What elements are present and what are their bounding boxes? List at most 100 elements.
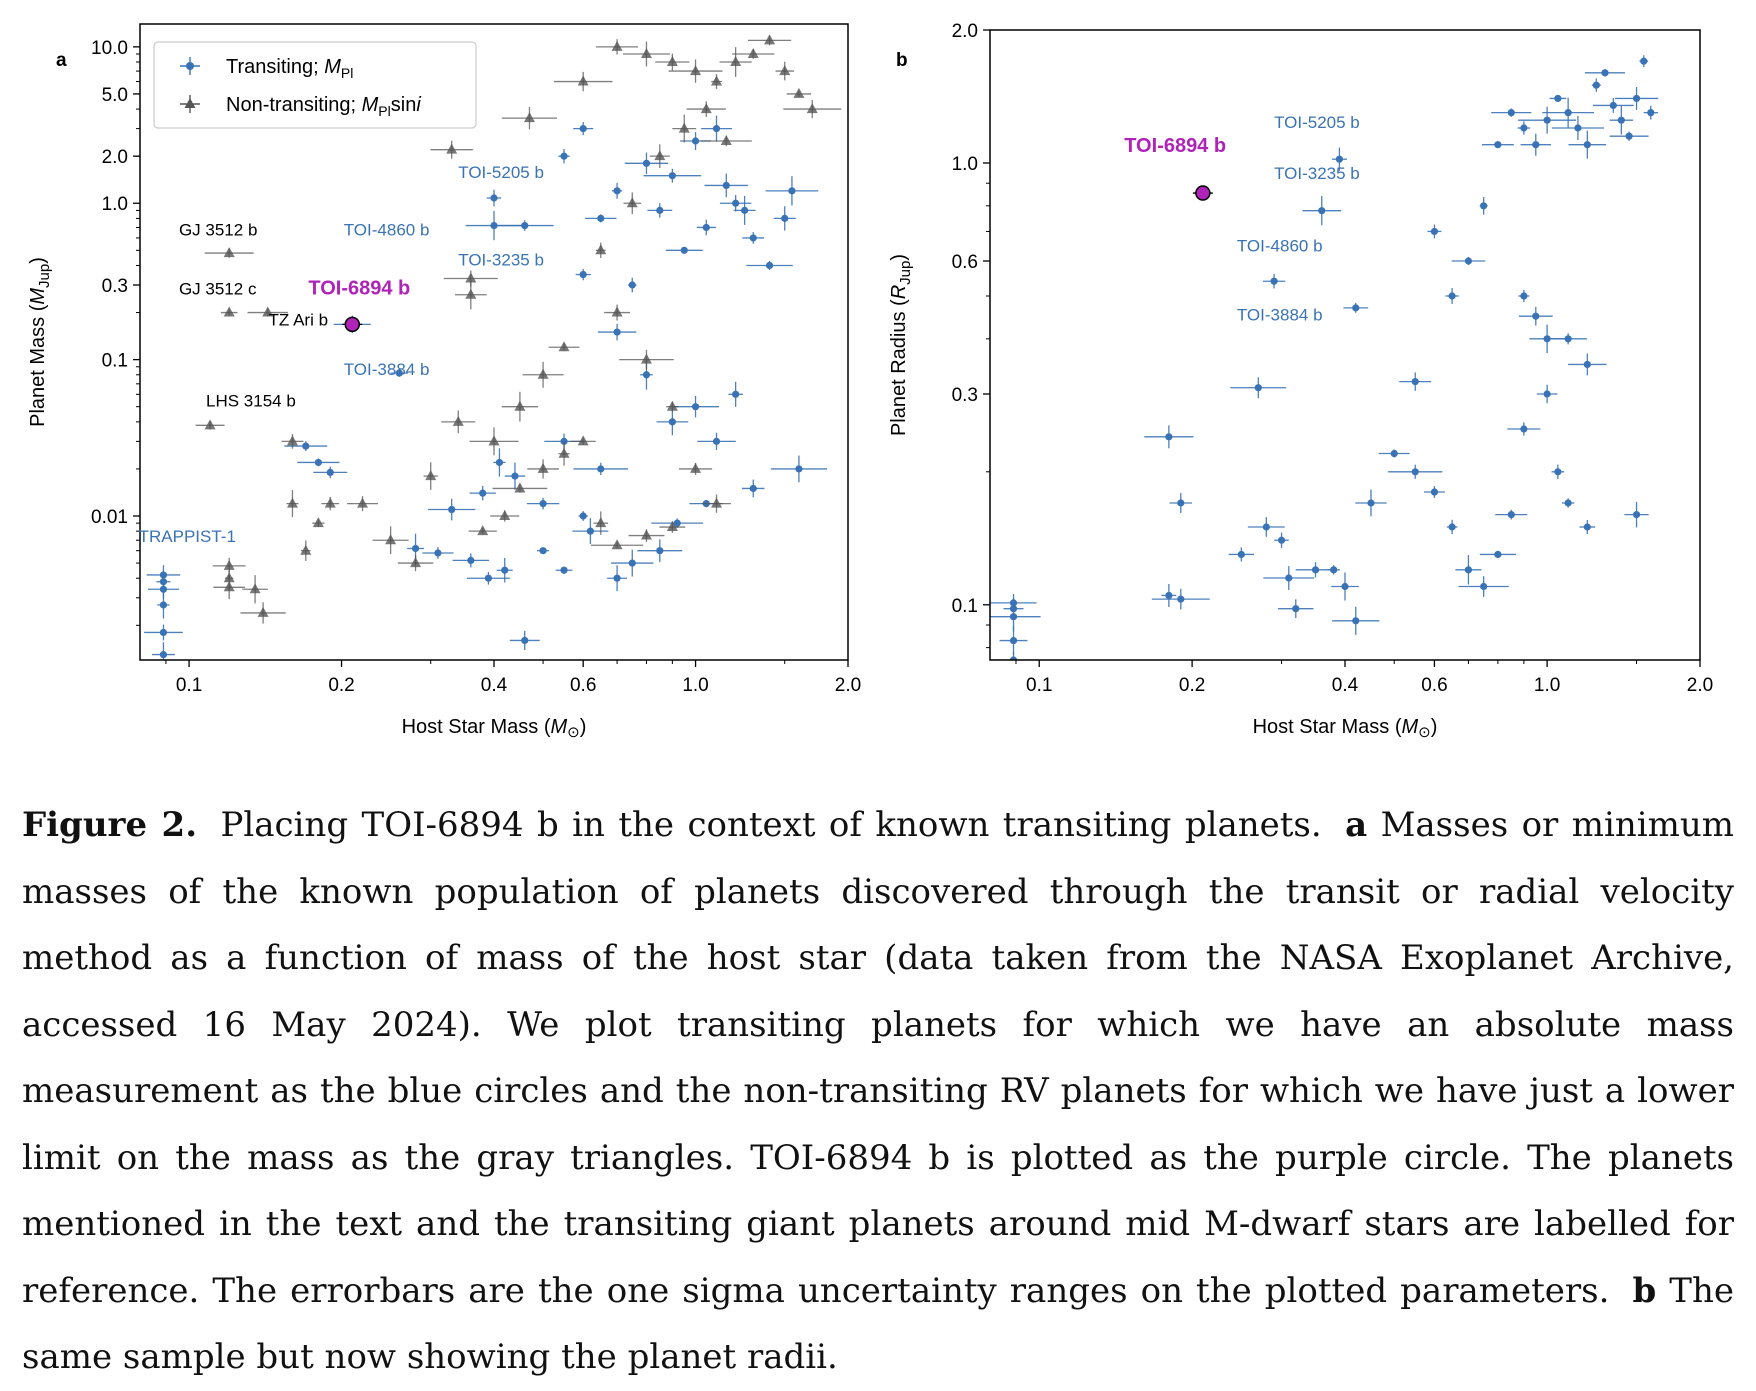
y-tick-label: 0.1	[952, 596, 978, 617]
transiting-point	[651, 518, 704, 528]
transiting-point	[558, 148, 570, 164]
panel-a-axes: 0.1 0.2 0.4 0.6 1.0 2.0 0.01 0.1 0.3 1.0 2.0 5.0 10.…	[27, 23, 861, 741]
transiting-point	[1491, 108, 1532, 117]
transiting-point	[1343, 302, 1369, 313]
annotation-label: TRAPPIST-1	[139, 527, 236, 546]
transiting-point	[1423, 486, 1445, 498]
transiting-point	[1327, 565, 1340, 575]
non-transiting-point	[786, 87, 812, 98]
caption-panel-a-text: Masses or minimum masses of the known po…	[22, 805, 1734, 1311]
transiting-point	[1331, 572, 1359, 601]
non-transiting-point	[672, 114, 697, 143]
transiting-point	[575, 268, 591, 281]
transiting-point	[1388, 464, 1443, 479]
x-tick-label: 0.2	[328, 675, 354, 696]
x-tick-label: 0.2	[1179, 675, 1205, 696]
non-transiting-point	[711, 74, 723, 89]
non-transiting-point	[501, 107, 558, 130]
transiting-point	[647, 203, 673, 218]
non-transiting-point	[501, 391, 539, 422]
transiting-point	[1609, 131, 1649, 141]
transiting-point	[1517, 121, 1531, 135]
transiting-point	[1520, 133, 1552, 156]
transiting-point	[1592, 97, 1634, 113]
transiting-point	[157, 591, 170, 619]
transiting-point	[1144, 425, 1194, 449]
annotation-label: TOI-3235 b	[1274, 164, 1360, 183]
annotation-label: TZ Ari b	[269, 311, 329, 330]
y-tick-label: 0.6	[952, 252, 978, 273]
caption-intro: Placing TOI-6894 b in the context of kno…	[220, 805, 1322, 845]
transiting-point	[643, 168, 702, 183]
transiting-point	[572, 518, 609, 545]
transiting-point	[611, 549, 654, 577]
transiting-point	[1551, 464, 1565, 480]
y-axis-label: Planet Radius (RJup)	[888, 254, 914, 436]
non-transiting-point	[286, 490, 299, 518]
transiting-point	[1584, 69, 1625, 77]
non-transiting-point	[593, 511, 609, 535]
non-transiting-point	[628, 529, 665, 542]
non-transiting-point	[423, 462, 438, 490]
y-tick-label: 1.0	[102, 194, 128, 215]
panel-b-radius-plot: b 0.1 0.2 0.4 0.6 1.0 2.0 0.1 0.3 0.6 1.0 2.0 Host …	[888, 21, 1713, 741]
panel-b-annotations: TOI-6894 b TOI-5205 b TOI-3235 b TOI-4860 b…	[1124, 113, 1360, 325]
non-transiting-point	[686, 101, 726, 117]
transiting-point	[1481, 141, 1514, 149]
non-transiting-point	[213, 575, 245, 600]
transiting-point	[728, 381, 743, 407]
transiting-point	[495, 220, 554, 231]
non-transiting-point	[619, 349, 674, 370]
transiting-point	[509, 630, 540, 651]
transiting-point	[1568, 130, 1607, 159]
non-transiting-point	[623, 192, 642, 215]
non-transiting-point	[747, 34, 792, 46]
transiting-point	[1529, 324, 1565, 354]
non-transiting-point	[732, 48, 775, 59]
transiting-point	[1568, 353, 1607, 376]
x-tick-label: 0.1	[176, 675, 202, 696]
legend-label: Non-transiting; MPlsini	[226, 94, 421, 119]
transiting-point	[1542, 97, 1595, 128]
transiting-point	[1302, 196, 1342, 226]
non-transiting-point	[590, 539, 644, 550]
non-transiting-point	[372, 526, 409, 555]
non-transiting-point	[596, 39, 639, 55]
panel-a-letter: a	[56, 50, 67, 71]
legend-frame	[153, 41, 477, 129]
annotation-label: TOI-3884 b	[1237, 306, 1323, 325]
non-transiting-point	[347, 496, 378, 512]
non-transiting-point	[443, 270, 498, 287]
transiting-point	[1507, 422, 1541, 436]
y-tick-label: 2.0	[952, 21, 978, 42]
annotation-label: GJ 3512 c	[179, 280, 257, 299]
transiting-point	[1169, 492, 1192, 514]
transiting-point	[1355, 489, 1387, 517]
annotation-label: LHS 3154 b	[206, 392, 296, 411]
transiting-point	[1332, 606, 1380, 635]
transiting-point	[1518, 289, 1530, 303]
transiting-point	[585, 214, 617, 223]
transiting-point	[1263, 566, 1315, 590]
y-tick-label: 2.0	[102, 147, 128, 168]
legend-marker-non-transiting	[180, 95, 200, 113]
y-tick-label: 0.01	[91, 507, 128, 528]
transiting-point	[1562, 498, 1575, 508]
annotation-label: TOI-5205 b	[1274, 113, 1360, 132]
annotation-label: TOI-3884 b	[344, 360, 430, 379]
x-tick-label: 2.0	[1687, 675, 1713, 696]
transiting-point	[773, 206, 796, 231]
transiting-point	[152, 642, 175, 660]
non-transiting-point	[242, 575, 268, 604]
x-tick-label: 0.4	[481, 675, 508, 696]
transiting-point	[496, 557, 513, 583]
transiting-point	[742, 232, 765, 244]
non-transiting-point	[441, 410, 476, 434]
non-transiting-point	[240, 602, 286, 624]
transiting-point	[526, 497, 560, 510]
non-transiting-point	[700, 135, 752, 147]
transiting-point	[656, 408, 689, 436]
transiting-point	[1643, 105, 1658, 120]
non-transiting-point	[321, 496, 340, 511]
transiting-point	[999, 626, 1028, 655]
